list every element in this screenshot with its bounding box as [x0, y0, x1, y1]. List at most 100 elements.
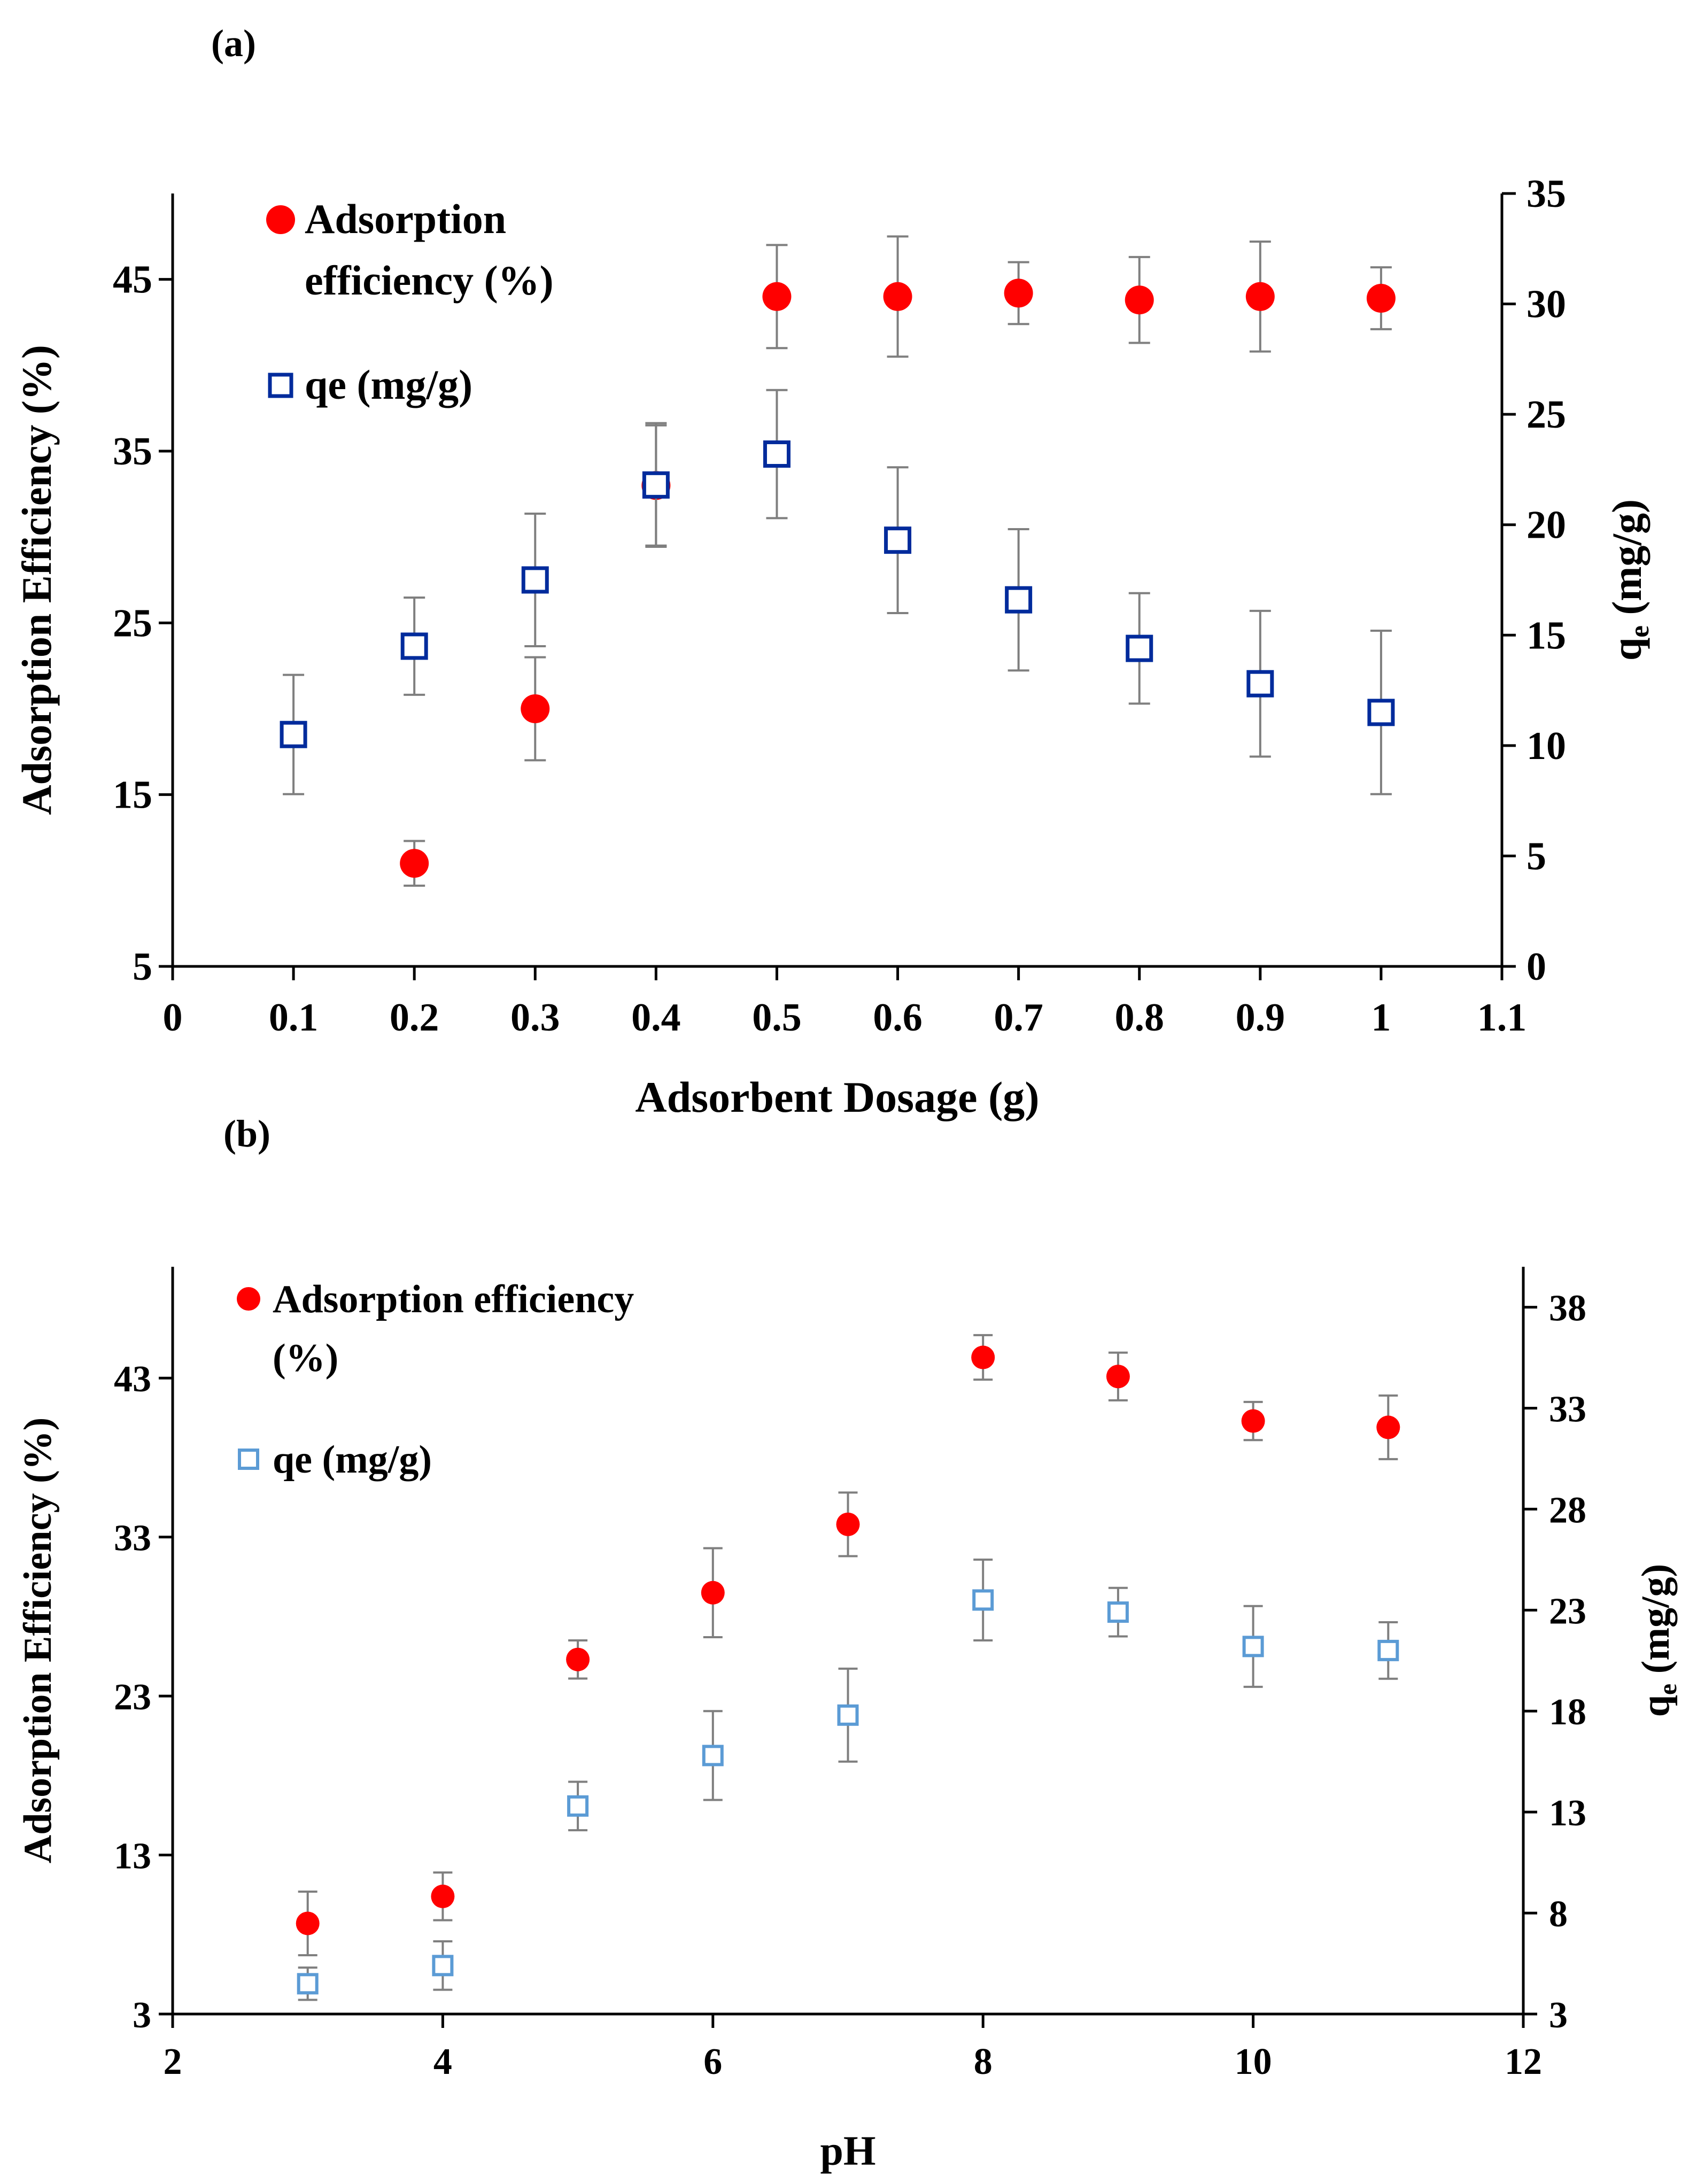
data-point-circle	[400, 849, 429, 878]
legend-label: Adsorption	[305, 196, 506, 242]
data-point-square	[837, 1704, 859, 1726]
x-tick-label: 0.7	[994, 996, 1043, 1040]
y2-tick-label: 38	[1549, 1288, 1586, 1329]
data-point-circle	[1106, 1365, 1130, 1389]
y2-axis-title-units: (mg/g)	[1603, 499, 1650, 625]
y2-tick-label: 28	[1549, 1490, 1586, 1531]
y-tick-label: 25	[113, 601, 152, 645]
x-tick-label: 0.9	[1236, 996, 1285, 1040]
y2-tick-label: 23	[1549, 1591, 1586, 1632]
data-point-square	[400, 632, 428, 660]
x-tick-label: 0.5	[752, 996, 802, 1040]
y2-tick-label: 33	[1549, 1389, 1586, 1430]
y2-tick-label: 10	[1526, 724, 1566, 768]
data-point-square	[432, 1955, 454, 1977]
data-point-square	[1005, 586, 1033, 614]
data-point-circle	[701, 1581, 725, 1605]
x-tick-label: 2	[164, 2041, 182, 2082]
data-point-square	[702, 1745, 724, 1767]
data-point-square	[763, 440, 791, 468]
x-tick-label: 0.8	[1114, 996, 1164, 1040]
x-tick-label: 4	[433, 2041, 452, 2082]
data-point-circle	[1366, 284, 1396, 313]
y2-axis-title-subscript: e	[1654, 1684, 1682, 1695]
y2-tick-label: 0	[1526, 945, 1546, 989]
y-axis-title: Adsorption Efficiency (%)	[16, 1418, 60, 1864]
data-point-circle	[762, 282, 792, 311]
series-efficiency	[296, 1334, 1400, 1956]
data-point-square	[1367, 699, 1395, 726]
y2-axis-title-main: q	[1603, 638, 1650, 661]
y2-tick-label: 18	[1549, 1692, 1586, 1733]
legend-label: Adsorption efficiency	[273, 1277, 634, 1321]
data-point-circle	[1004, 278, 1033, 308]
data-point-circle	[836, 1512, 860, 1536]
y-tick-label: 3	[133, 1995, 151, 2036]
y2-tick-label: 8	[1549, 1894, 1568, 1935]
legend-label: (%)	[273, 1336, 338, 1380]
x-axis-title: Adsorbent Dosage (g)	[635, 1073, 1039, 1121]
x-tick-label: 0.2	[390, 996, 439, 1040]
y2-axis-title: qe (mg/g)	[1603, 499, 1655, 661]
y2-tick-label: 15	[1526, 614, 1566, 657]
data-point-circle	[566, 1647, 590, 1671]
data-point-circle	[1241, 1409, 1265, 1433]
y2-axis-title-subscript: e	[1625, 625, 1655, 638]
y-tick-label: 15	[113, 773, 152, 817]
x-tick-label: 0.1	[269, 996, 319, 1040]
y-tick-label: 23	[114, 1677, 151, 1718]
panel-label: (b)	[223, 1112, 270, 1155]
legend: Adsorption efficiency (%) qe (mg/g)	[237, 1277, 634, 1482]
data-point-square	[567, 1795, 589, 1817]
data-point-square	[1126, 634, 1153, 662]
y2-tick-label: 13	[1549, 1793, 1586, 1834]
data-point-circle	[971, 1345, 995, 1369]
data-point-square	[1242, 1636, 1264, 1658]
y2-tick-label: 30	[1526, 283, 1566, 327]
data-point-circle	[883, 282, 912, 311]
data-point-square	[1107, 1601, 1129, 1623]
chart-panel-a: (a) 0 0.1 0.2 0.3 0.4 0.5 0.6 0.7 0.8 0.9 1 1.1 5 15 25…	[13, 22, 1655, 1121]
data-point-square	[280, 721, 307, 748]
y2-tick-label: 35	[1526, 172, 1566, 216]
chart-panel-b: (b)2 4 6 8 10 1231323334338131823283338pHAdso…	[16, 1112, 1682, 2174]
x-tick-label: 1.1	[1477, 996, 1527, 1040]
data-point-square	[297, 1973, 319, 1995]
x-tick-label: 12	[1505, 2041, 1542, 2082]
y-tick-label: 5	[133, 945, 152, 989]
x-tick-label: 8	[974, 2041, 993, 2082]
data-point-square	[884, 526, 912, 554]
y-tick-label: 33	[114, 1518, 151, 1559]
x-tick-label: 0	[163, 996, 183, 1040]
data-point-square	[1246, 670, 1274, 698]
series-qe	[280, 389, 1395, 795]
legend-marker-circle	[266, 205, 295, 234]
data-point-circle	[521, 694, 550, 723]
y2-tick-label: 3	[1549, 1995, 1568, 2036]
data-point-circle	[1125, 285, 1154, 315]
y2-tick-label: 25	[1526, 393, 1566, 437]
x-tick-label: 0.3	[510, 996, 560, 1040]
legend-marker-square	[268, 373, 293, 398]
series-qe	[297, 1558, 1399, 2001]
x-axis-title: pH	[820, 2127, 875, 2174]
legend: Adsorption efficiency (%) qe (mg/g)	[266, 196, 554, 408]
x-tick-label: 10	[1235, 2041, 1272, 2082]
data-point-circle	[431, 1884, 455, 1908]
y-tick-label: 13	[114, 1836, 151, 1877]
y-axis-title: Adsorption Efficiency (%)	[13, 345, 60, 815]
x-tick-label: 0.4	[631, 996, 681, 1040]
x-tick-label: 0.6	[873, 996, 923, 1040]
panel-label: (a)	[211, 22, 256, 65]
y2-tick-label: 20	[1526, 504, 1566, 547]
data-point-circle	[1245, 282, 1275, 311]
data-point-circle	[296, 1911, 320, 1935]
legend-label: efficiency (%)	[305, 257, 554, 304]
y-tick-label: 35	[113, 430, 152, 474]
y-tick-label: 45	[113, 258, 152, 302]
data-point-circle	[1376, 1415, 1400, 1439]
legend-label: qe (mg/g)	[305, 361, 472, 408]
y2-axis-title: qe (mg/g)	[1634, 1564, 1682, 1717]
data-point-square	[972, 1589, 994, 1611]
y2-axis-title-units: (mg/g)	[1634, 1564, 1678, 1684]
